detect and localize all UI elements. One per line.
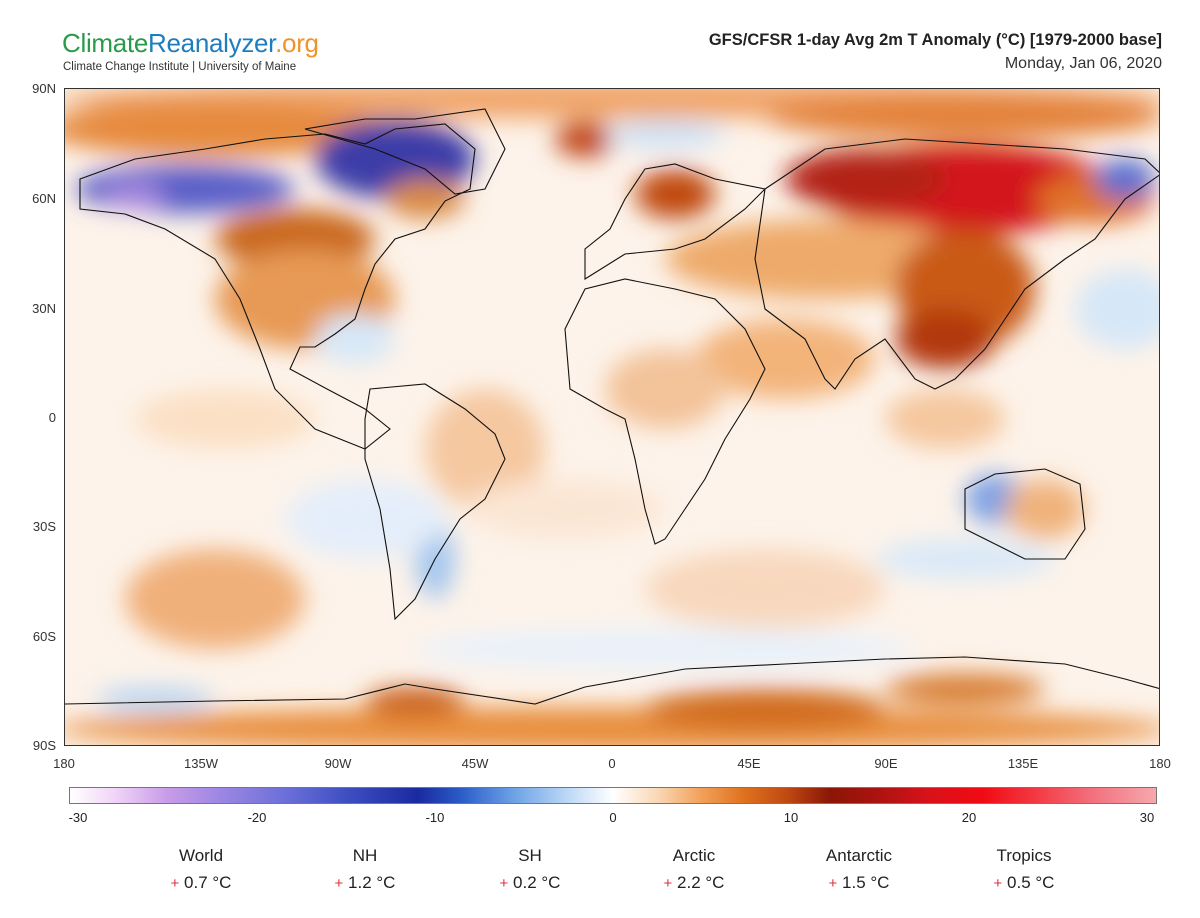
stat-nh-sign: +	[334, 875, 344, 892]
lon-label-0: 0	[608, 756, 616, 771]
stat-tropics-sign: +	[993, 875, 1003, 892]
stat-sh: SH + 0.2 °C	[460, 846, 600, 893]
north-america-coastline	[79, 123, 476, 450]
climate-reanalyzer-logo[interactable]: ClimateReanalyzer.org	[62, 28, 319, 59]
map-title: GFS/CFSR 1-day Avg 2m T Anomaly (°C) [19…	[708, 31, 1162, 49]
stat-tropics-name: Tropics	[996, 846, 1052, 865]
stat-nh-value: 1.2 °C	[348, 873, 396, 892]
coastlines	[65, 108, 1159, 705]
stat-world-name: World	[178, 846, 224, 865]
color-scale-bar	[69, 787, 1157, 804]
logo-part-org: .org	[275, 28, 319, 58]
stat-sh-sign: +	[499, 875, 509, 892]
anomaly-field	[65, 89, 1159, 745]
stat-tropics: Tropics + 0.5 °C	[954, 846, 1094, 893]
stat-antarctic-sign: +	[828, 875, 838, 892]
south-america-coastline	[364, 383, 506, 621]
scale-tick-neg10: -10	[425, 810, 445, 825]
stat-sh-name: SH	[518, 846, 542, 865]
stat-arctic-name: Arctic	[672, 846, 716, 865]
antarctica-coastline	[65, 656, 1159, 705]
institution-subtitle: Climate Change Institute | University of…	[63, 61, 297, 73]
lon-label-45e: 45E	[737, 756, 761, 771]
lon-label-90e: 90E	[874, 756, 898, 771]
anomaly-blobs	[65, 89, 1159, 745]
logo-part-reanalyzer: Reanalyzer	[148, 28, 276, 58]
europe-coastline	[584, 163, 767, 280]
stat-world-sign: +	[170, 875, 180, 892]
stat-tropics-value: 0.5 °C	[1007, 873, 1055, 892]
stat-world-value: 0.7 °C	[184, 873, 232, 892]
stat-nh: NH + 1.2 °C	[295, 846, 435, 893]
stat-antarctic-value: 1.5 °C	[842, 873, 890, 892]
logo-part-climate: Climate	[62, 28, 149, 58]
scale-tick-20: 20	[961, 810, 977, 825]
stat-antarctic: Antarctic + 1.5 °C	[789, 846, 929, 893]
stat-nh-name: NH	[352, 846, 378, 865]
stat-arctic: Arctic + 2.2 °C	[624, 846, 764, 893]
temperature-anomaly-map[interactable]	[64, 88, 1160, 746]
lat-label-60s: 60S	[32, 629, 56, 644]
scale-tick-neg30: -30	[68, 810, 88, 825]
australia-coastline	[964, 468, 1086, 560]
lon-label-90w: 90W	[324, 756, 352, 771]
lat-label-equator: 0	[48, 410, 56, 425]
stat-arctic-value: 2.2 °C	[677, 873, 725, 892]
lat-label-30n: 30N	[32, 301, 56, 316]
greenland-coastline	[304, 108, 506, 195]
lat-label-90n: 90N	[32, 81, 56, 96]
lat-label-60n: 60N	[32, 191, 56, 206]
scale-tick-neg20: -20	[247, 810, 267, 825]
lon-label-45w: 45W	[461, 756, 489, 771]
scale-tick-30: 30	[1139, 810, 1155, 825]
map-date: Monday, Jan 06, 2020	[1004, 55, 1162, 72]
stat-antarctic-name: Antarctic	[825, 846, 893, 865]
scale-tick-0: 0	[609, 810, 617, 825]
lat-label-90s: 90S	[32, 738, 56, 753]
africa-coastline	[564, 278, 766, 545]
lon-label-135e: 135E	[1007, 756, 1039, 771]
lon-label-180e: 180	[1149, 756, 1171, 771]
stat-arctic-sign: +	[663, 875, 673, 892]
lon-label-135w: 135W	[184, 756, 218, 771]
lat-label-30s: 30S	[32, 519, 56, 534]
stat-sh-value: 0.2 °C	[513, 873, 561, 892]
lon-label-180w: 180	[53, 756, 75, 771]
scale-tick-10: 10	[783, 810, 799, 825]
stat-world: World + 0.7 °C	[131, 846, 271, 893]
asia-coastline	[754, 138, 1159, 390]
